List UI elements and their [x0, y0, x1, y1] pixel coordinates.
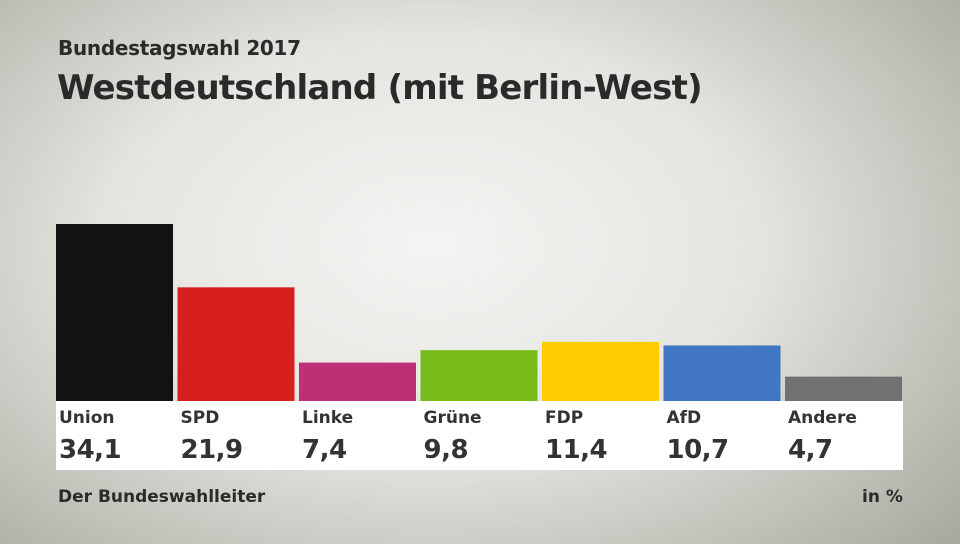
value-label: 9,8 [423, 435, 469, 465]
bar-0 [56, 224, 173, 401]
category-label: Grüne [423, 408, 482, 428]
value-label: 21,9 [180, 435, 244, 465]
bar-4 [542, 341, 659, 401]
unit-label: in % [862, 487, 903, 507]
chart-supertitle: Bundestagswahl 2017 [58, 36, 301, 60]
label-panel [56, 401, 903, 470]
value-label: 4,7 [788, 435, 833, 465]
category-label: Andere [788, 408, 857, 428]
value-label: 34,1 [59, 435, 122, 465]
bar-6 [785, 376, 902, 401]
chart-title: Westdeutschland (mit Berlin-West) [57, 68, 703, 108]
category-label: FDP [545, 408, 584, 428]
bar-2 [299, 362, 416, 401]
category-label: Union [59, 408, 115, 428]
bar-3 [420, 350, 538, 401]
category-label: Linke [302, 408, 354, 428]
source-label: Der Bundeswahlleiter [58, 487, 266, 507]
category-label: SPD [180, 408, 220, 428]
bar-5 [663, 345, 781, 401]
bar-1 [177, 287, 295, 401]
value-label: 11,4 [545, 435, 608, 465]
value-label: 7,4 [302, 435, 347, 465]
value-label: 10,7 [666, 435, 730, 465]
category-label: AfD [666, 408, 702, 428]
